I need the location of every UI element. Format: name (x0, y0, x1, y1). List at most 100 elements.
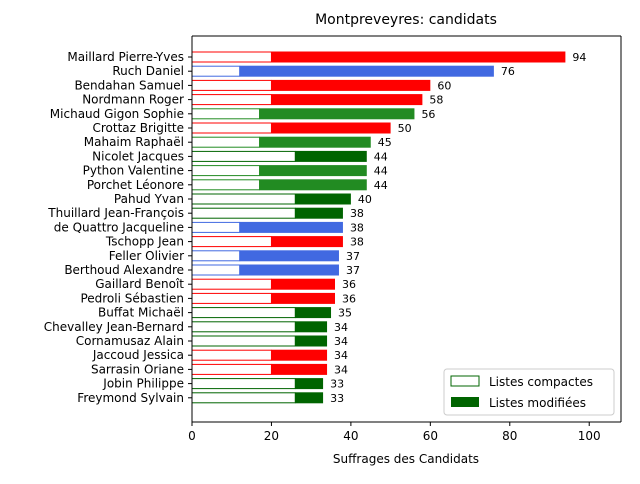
data-label: 34 (334, 363, 348, 376)
data-label: 45 (378, 136, 392, 149)
data-label: 33 (330, 392, 344, 405)
bar-compactes (191, 79, 272, 91)
data-label: 34 (334, 321, 348, 334)
bar-modifiees (239, 264, 339, 276)
y-tick-label: Porchet Léonore (87, 178, 184, 192)
y-tick-label: Tschopp Jean (105, 235, 184, 249)
bar-modifiees (271, 79, 431, 91)
x-tick-label: 100 (578, 429, 601, 443)
data-label: 50 (398, 122, 412, 135)
bar-compactes (191, 335, 296, 347)
data-label: 40 (358, 193, 372, 206)
y-tick-label: Pedroli Sébastien (80, 291, 184, 305)
bar-modifiees (295, 378, 324, 390)
y-tick-label: Bendahan Samuel (74, 78, 184, 92)
data-label: 76 (501, 65, 515, 78)
bar-modifiees (239, 221, 343, 233)
x-tick-label: 40 (343, 429, 358, 443)
bar-compactes (191, 278, 272, 290)
labels-layer: 9476605856504544444440383838373736363534… (330, 51, 586, 405)
y-tick-label: Jobin Philippe (102, 377, 184, 391)
y-tick-label: Ruch Daniel (112, 64, 184, 78)
data-label: 38 (350, 207, 364, 220)
data-label: 44 (374, 179, 388, 192)
bar-modifiees (259, 108, 415, 120)
bar-compactes (191, 179, 261, 191)
bar-modifiees (239, 250, 339, 262)
bar-compactes (191, 363, 272, 375)
bar-compactes (191, 392, 296, 404)
bar-compactes (191, 122, 272, 134)
y-tick-label: Sarrasin Oriane (91, 362, 184, 376)
legend-label: Listes modifiées (489, 396, 586, 410)
y-tick-label: Jaccoud Jessica (92, 348, 184, 362)
legend-swatch-filled (451, 397, 479, 407)
bar-modifiees (259, 136, 371, 148)
bar-modifiees (271, 278, 335, 290)
y-tick-label: Freymond Sylvain (77, 391, 184, 405)
bar-compactes (191, 292, 272, 304)
bar-modifiees (259, 179, 367, 191)
bar-compactes (191, 136, 261, 148)
bar-modifiees (295, 307, 332, 319)
bar-compactes (191, 349, 272, 361)
legend-swatch-outline (450, 375, 480, 387)
legend-label: Listes compactes (489, 375, 593, 389)
data-label: 56 (421, 108, 435, 121)
bar-modifiees (295, 150, 367, 162)
legend: Listes compactes Listes modifiées (443, 368, 615, 416)
data-label: 44 (374, 165, 388, 178)
bar-compactes (191, 236, 272, 248)
y-tick-label: Nicolet Jacques (92, 149, 184, 163)
bar-modifiees (271, 122, 391, 134)
legend-box (443, 368, 615, 416)
data-label: 33 (330, 378, 344, 391)
data-label: 38 (350, 221, 364, 234)
x-tick-label: 60 (423, 429, 438, 443)
y-tick-label: Buffat Michaël (98, 306, 184, 320)
x-axis-label: Suffrages des Candidats (333, 452, 479, 466)
bar-modifiees (271, 236, 343, 248)
y-tick-label: Michaud Gigon Sophie (50, 107, 184, 121)
data-label: 37 (346, 264, 360, 277)
chart-title: Montpreveyres: candidats (315, 12, 497, 28)
bar-compactes (191, 165, 261, 177)
bar-modifiees (271, 292, 335, 304)
bar-compactes (191, 321, 296, 333)
y-tick-label: Pahud Yvan (114, 192, 184, 206)
data-label: 37 (346, 250, 360, 263)
bar-modifiees (271, 51, 566, 63)
bar-compactes (191, 264, 241, 276)
y-tick-label: Chevalley Jean-Bernard (44, 320, 184, 334)
bars-layer (191, 51, 566, 404)
y-tick-label: Cornamusaz Alain (76, 334, 184, 348)
data-label: 36 (342, 292, 356, 305)
bar-compactes (191, 207, 296, 219)
x-tick-label: 80 (502, 429, 517, 443)
data-label: 94 (572, 51, 586, 64)
bar-modifiees (295, 207, 343, 219)
bar-modifiees (295, 392, 324, 404)
y-tick-label: Maillard Pierre-Yves (67, 50, 184, 64)
data-label: 60 (437, 79, 451, 92)
bar-compactes (191, 378, 296, 390)
bar-compactes (191, 221, 241, 233)
y-tick-label: Nordmann Roger (82, 93, 184, 107)
y-tick-label: de Quattro Jacqueline (54, 220, 184, 234)
data-label: 35 (338, 307, 352, 320)
bar-compactes (191, 94, 272, 106)
bar-compactes (191, 250, 241, 262)
bar-compactes (191, 193, 296, 205)
bar-modifiees (271, 94, 423, 106)
x-tick-label: 0 (188, 429, 196, 443)
y-tick-label: Berthoud Alexandre (64, 263, 184, 277)
y-tick-label: Mahaim Raphaël (84, 135, 184, 149)
data-label: 36 (342, 278, 356, 291)
bar-modifiees (295, 193, 351, 205)
y-tick-label: Feller Olivier (109, 249, 184, 263)
bar-modifiees (271, 363, 328, 375)
y-tick-label: Crottaz Brigitte (92, 121, 184, 135)
